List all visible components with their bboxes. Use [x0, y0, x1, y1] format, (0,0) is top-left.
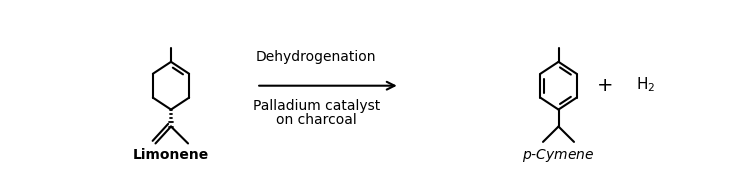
Text: $p$-Cymene: $p$-Cymene — [522, 146, 595, 164]
Text: H$_2$: H$_2$ — [636, 75, 655, 93]
Text: Limonene: Limonene — [133, 148, 209, 162]
Text: Dehydrogenation: Dehydrogenation — [256, 50, 376, 64]
Text: +: + — [597, 76, 613, 95]
Text: Palladium catalyst: Palladium catalyst — [253, 99, 380, 113]
Text: on charcoal: on charcoal — [276, 113, 357, 127]
